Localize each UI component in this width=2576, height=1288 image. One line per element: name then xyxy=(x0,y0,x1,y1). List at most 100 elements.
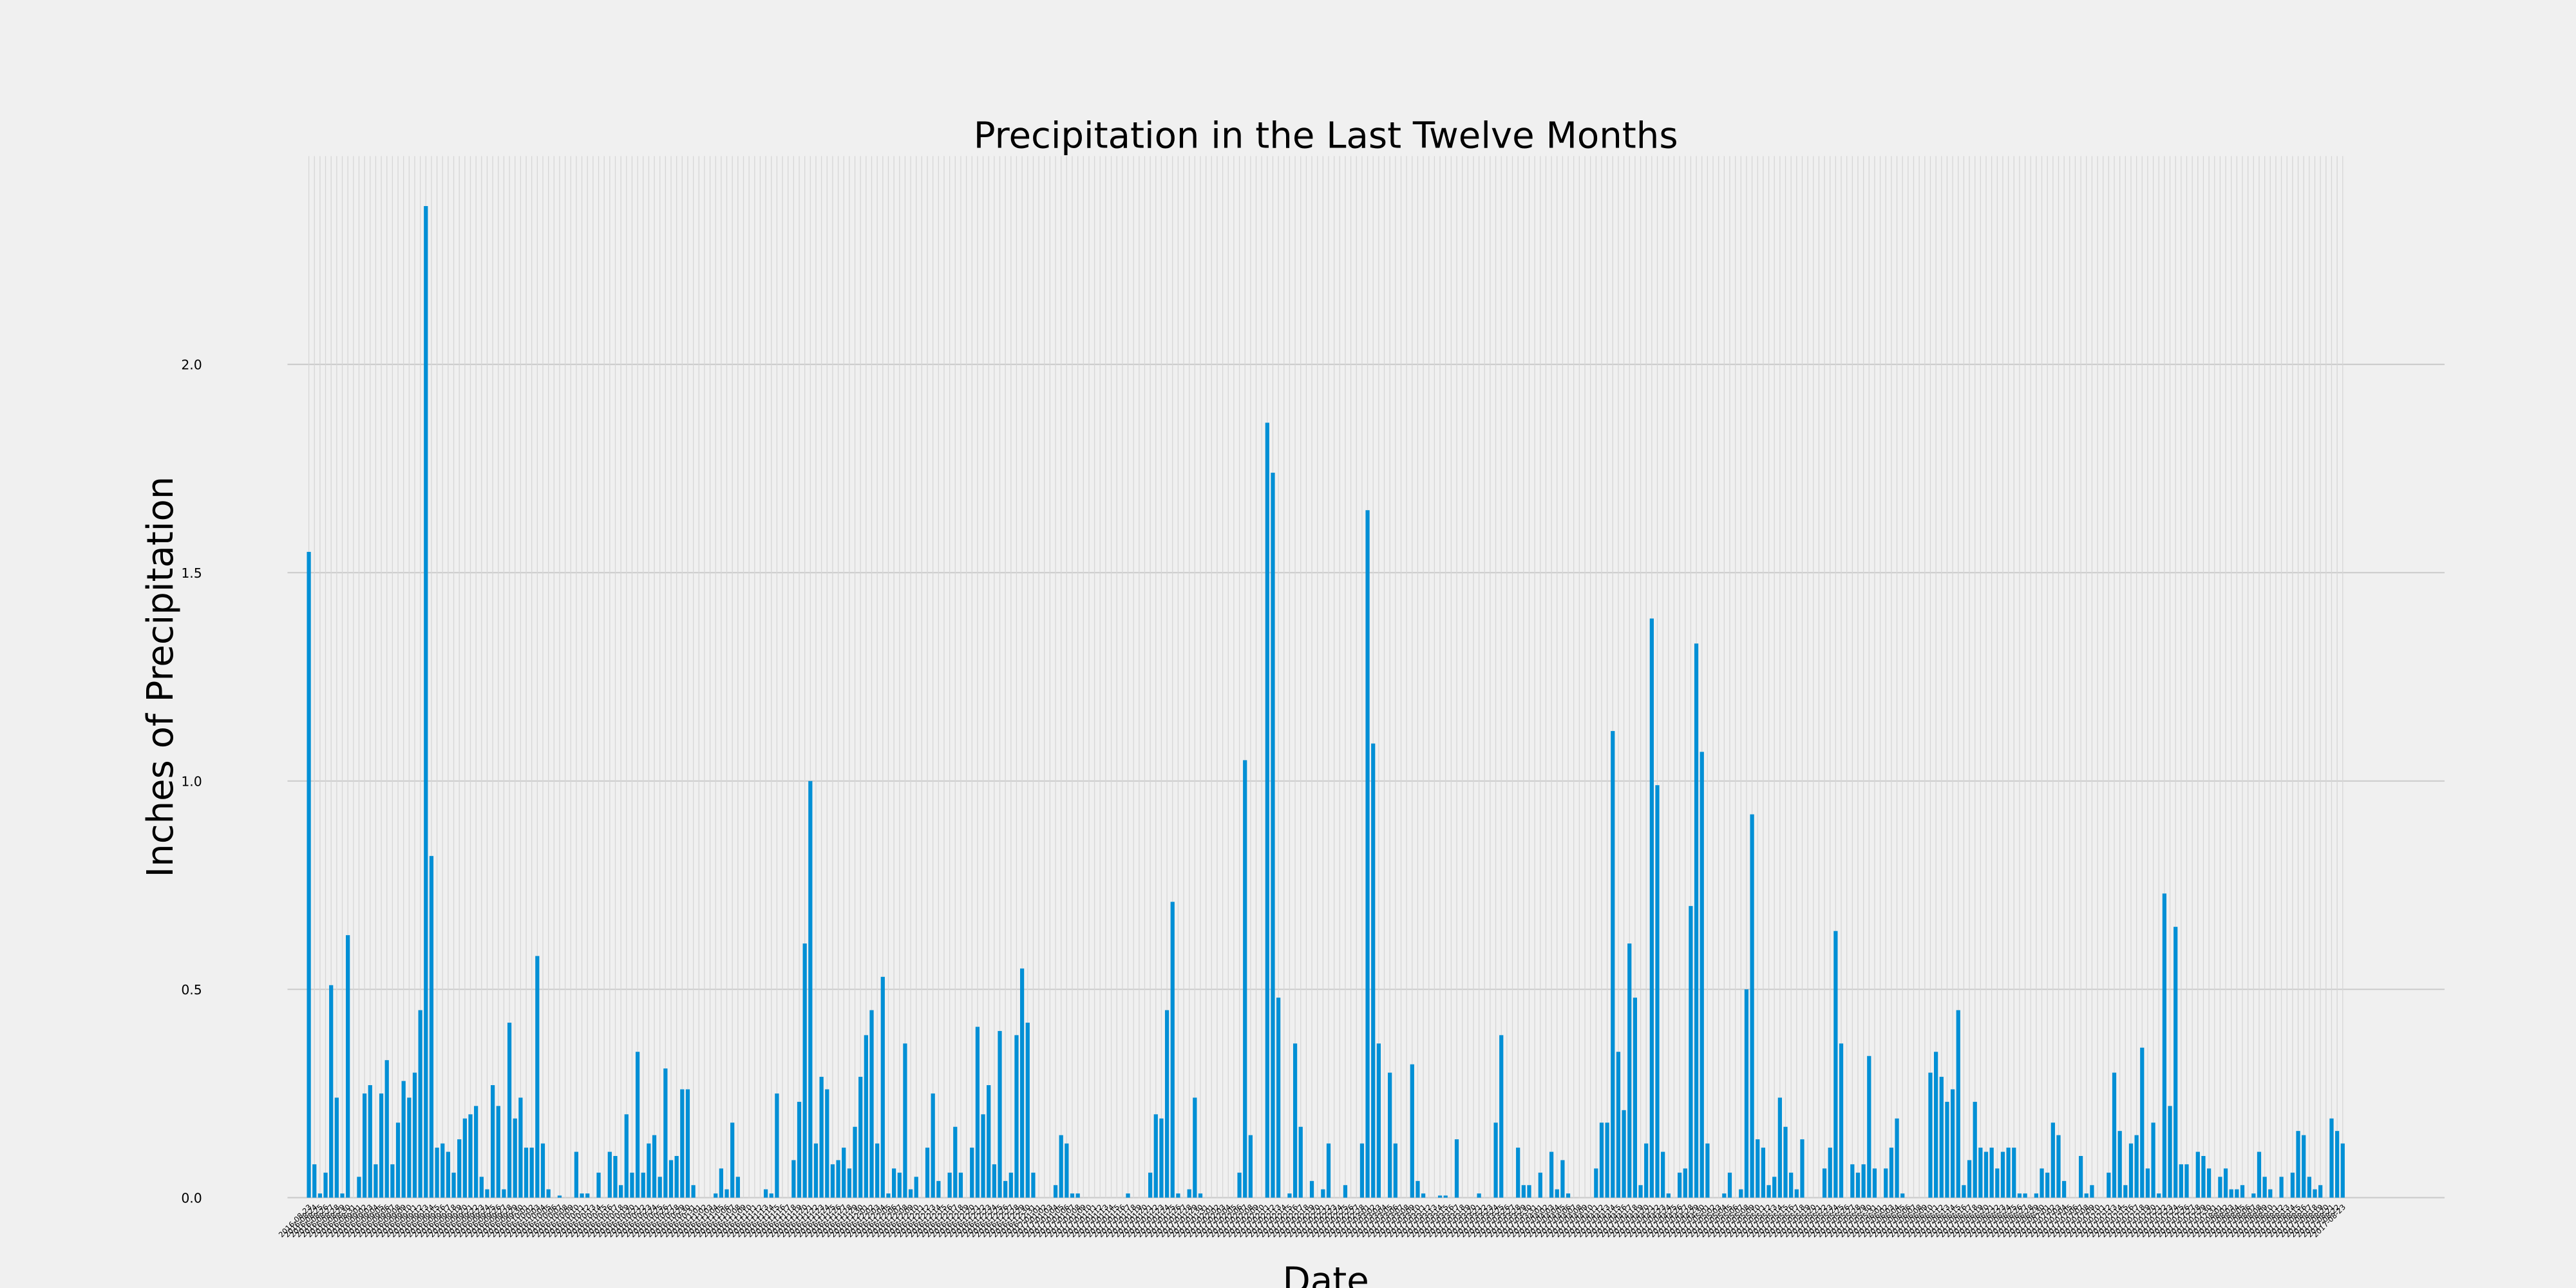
bar xyxy=(1343,1185,1348,1198)
bar xyxy=(975,1027,980,1198)
bar xyxy=(1839,1043,1844,1198)
bar xyxy=(496,1106,500,1198)
bar xyxy=(1599,1122,1604,1198)
bar xyxy=(1371,743,1376,1198)
bar xyxy=(1248,1135,1253,1198)
bar xyxy=(1059,1135,1063,1198)
bar xyxy=(680,1089,685,1198)
bar xyxy=(1666,1193,1671,1198)
bar xyxy=(1889,1148,1894,1198)
bar xyxy=(819,1077,824,1198)
bar xyxy=(574,1151,579,1198)
bar xyxy=(842,1148,846,1198)
bar xyxy=(1159,1118,1164,1198)
bar xyxy=(2123,1185,2128,1198)
bar xyxy=(1237,1172,1242,1198)
bar xyxy=(2206,1168,2211,1198)
bar xyxy=(1276,998,1281,1198)
bar xyxy=(1956,1010,1960,1198)
bar xyxy=(936,1180,941,1198)
bar xyxy=(535,956,540,1198)
bar xyxy=(663,1068,668,1198)
bar xyxy=(730,1122,735,1198)
y-tick-label: 1.5 xyxy=(181,565,202,581)
bar xyxy=(853,1126,857,1198)
bar xyxy=(775,1093,779,1198)
bar xyxy=(479,1177,484,1198)
bar xyxy=(491,1085,495,1198)
bar xyxy=(1271,473,1275,1198)
bar xyxy=(2162,893,2166,1198)
bar xyxy=(1025,1022,1030,1198)
bar xyxy=(2218,1177,2222,1198)
bar xyxy=(2340,1143,2345,1198)
bar xyxy=(1009,1172,1013,1198)
bar xyxy=(1287,1193,1292,1198)
bar xyxy=(808,781,813,1198)
bar xyxy=(1393,1143,1397,1198)
bar xyxy=(346,935,350,1198)
bar xyxy=(1928,1072,1933,1198)
bar xyxy=(619,1185,623,1198)
bar xyxy=(1070,1193,1075,1198)
y-tick-label: 2.0 xyxy=(181,357,202,372)
bar xyxy=(2062,1180,2067,1198)
bar xyxy=(1376,1043,1381,1198)
bar xyxy=(1627,943,1632,1198)
bar xyxy=(2128,1143,2134,1198)
bar xyxy=(2145,1168,2150,1198)
bar xyxy=(2151,1122,2155,1198)
bar xyxy=(1309,1180,1314,1198)
bar xyxy=(2000,1151,2005,1198)
bar xyxy=(1967,1160,1972,1198)
bar xyxy=(1164,1010,1170,1198)
bar xyxy=(2112,1072,2117,1198)
bar xyxy=(908,1189,913,1198)
bar xyxy=(2084,1193,2088,1198)
bar xyxy=(462,1118,467,1198)
bar xyxy=(596,1172,601,1198)
bar xyxy=(585,1193,590,1198)
bar xyxy=(858,1077,863,1198)
bar xyxy=(2223,1168,2228,1198)
bar xyxy=(2329,1118,2334,1198)
bar xyxy=(624,1114,629,1198)
bar xyxy=(334,1097,339,1198)
bar xyxy=(1800,1139,1804,1198)
bar xyxy=(1019,968,1025,1198)
bar xyxy=(1739,1189,1743,1198)
y-tick-label: 0.5 xyxy=(181,982,202,998)
bar xyxy=(647,1143,651,1198)
bar xyxy=(1783,1126,1788,1198)
bar xyxy=(2257,1151,2262,1198)
bar xyxy=(2313,1189,2317,1198)
bar xyxy=(1995,1168,2000,1198)
bar xyxy=(691,1185,696,1198)
bar xyxy=(474,1106,478,1198)
bar xyxy=(719,1168,723,1198)
bar xyxy=(2201,1156,2206,1198)
bar xyxy=(1538,1172,1542,1198)
bar xyxy=(763,1189,768,1198)
bar xyxy=(435,1148,439,1198)
bar xyxy=(897,1172,902,1198)
bar xyxy=(1616,1052,1621,1198)
bar xyxy=(1677,1172,1682,1198)
bar xyxy=(1861,1164,1866,1198)
bar xyxy=(797,1101,802,1198)
bar xyxy=(1700,752,1704,1198)
bar xyxy=(1950,1089,1955,1198)
bar xyxy=(685,1089,690,1198)
bar xyxy=(1148,1172,1153,1198)
bar xyxy=(1683,1168,1687,1198)
bar xyxy=(2157,1193,2161,1198)
bar xyxy=(390,1164,395,1198)
bar xyxy=(987,1085,991,1198)
bar xyxy=(1014,1035,1019,1198)
bar xyxy=(981,1114,985,1198)
bar xyxy=(1989,1148,1994,1198)
bar xyxy=(362,1093,367,1198)
bar xyxy=(518,1097,523,1198)
bar xyxy=(557,1195,562,1198)
bar xyxy=(1416,1180,1420,1198)
